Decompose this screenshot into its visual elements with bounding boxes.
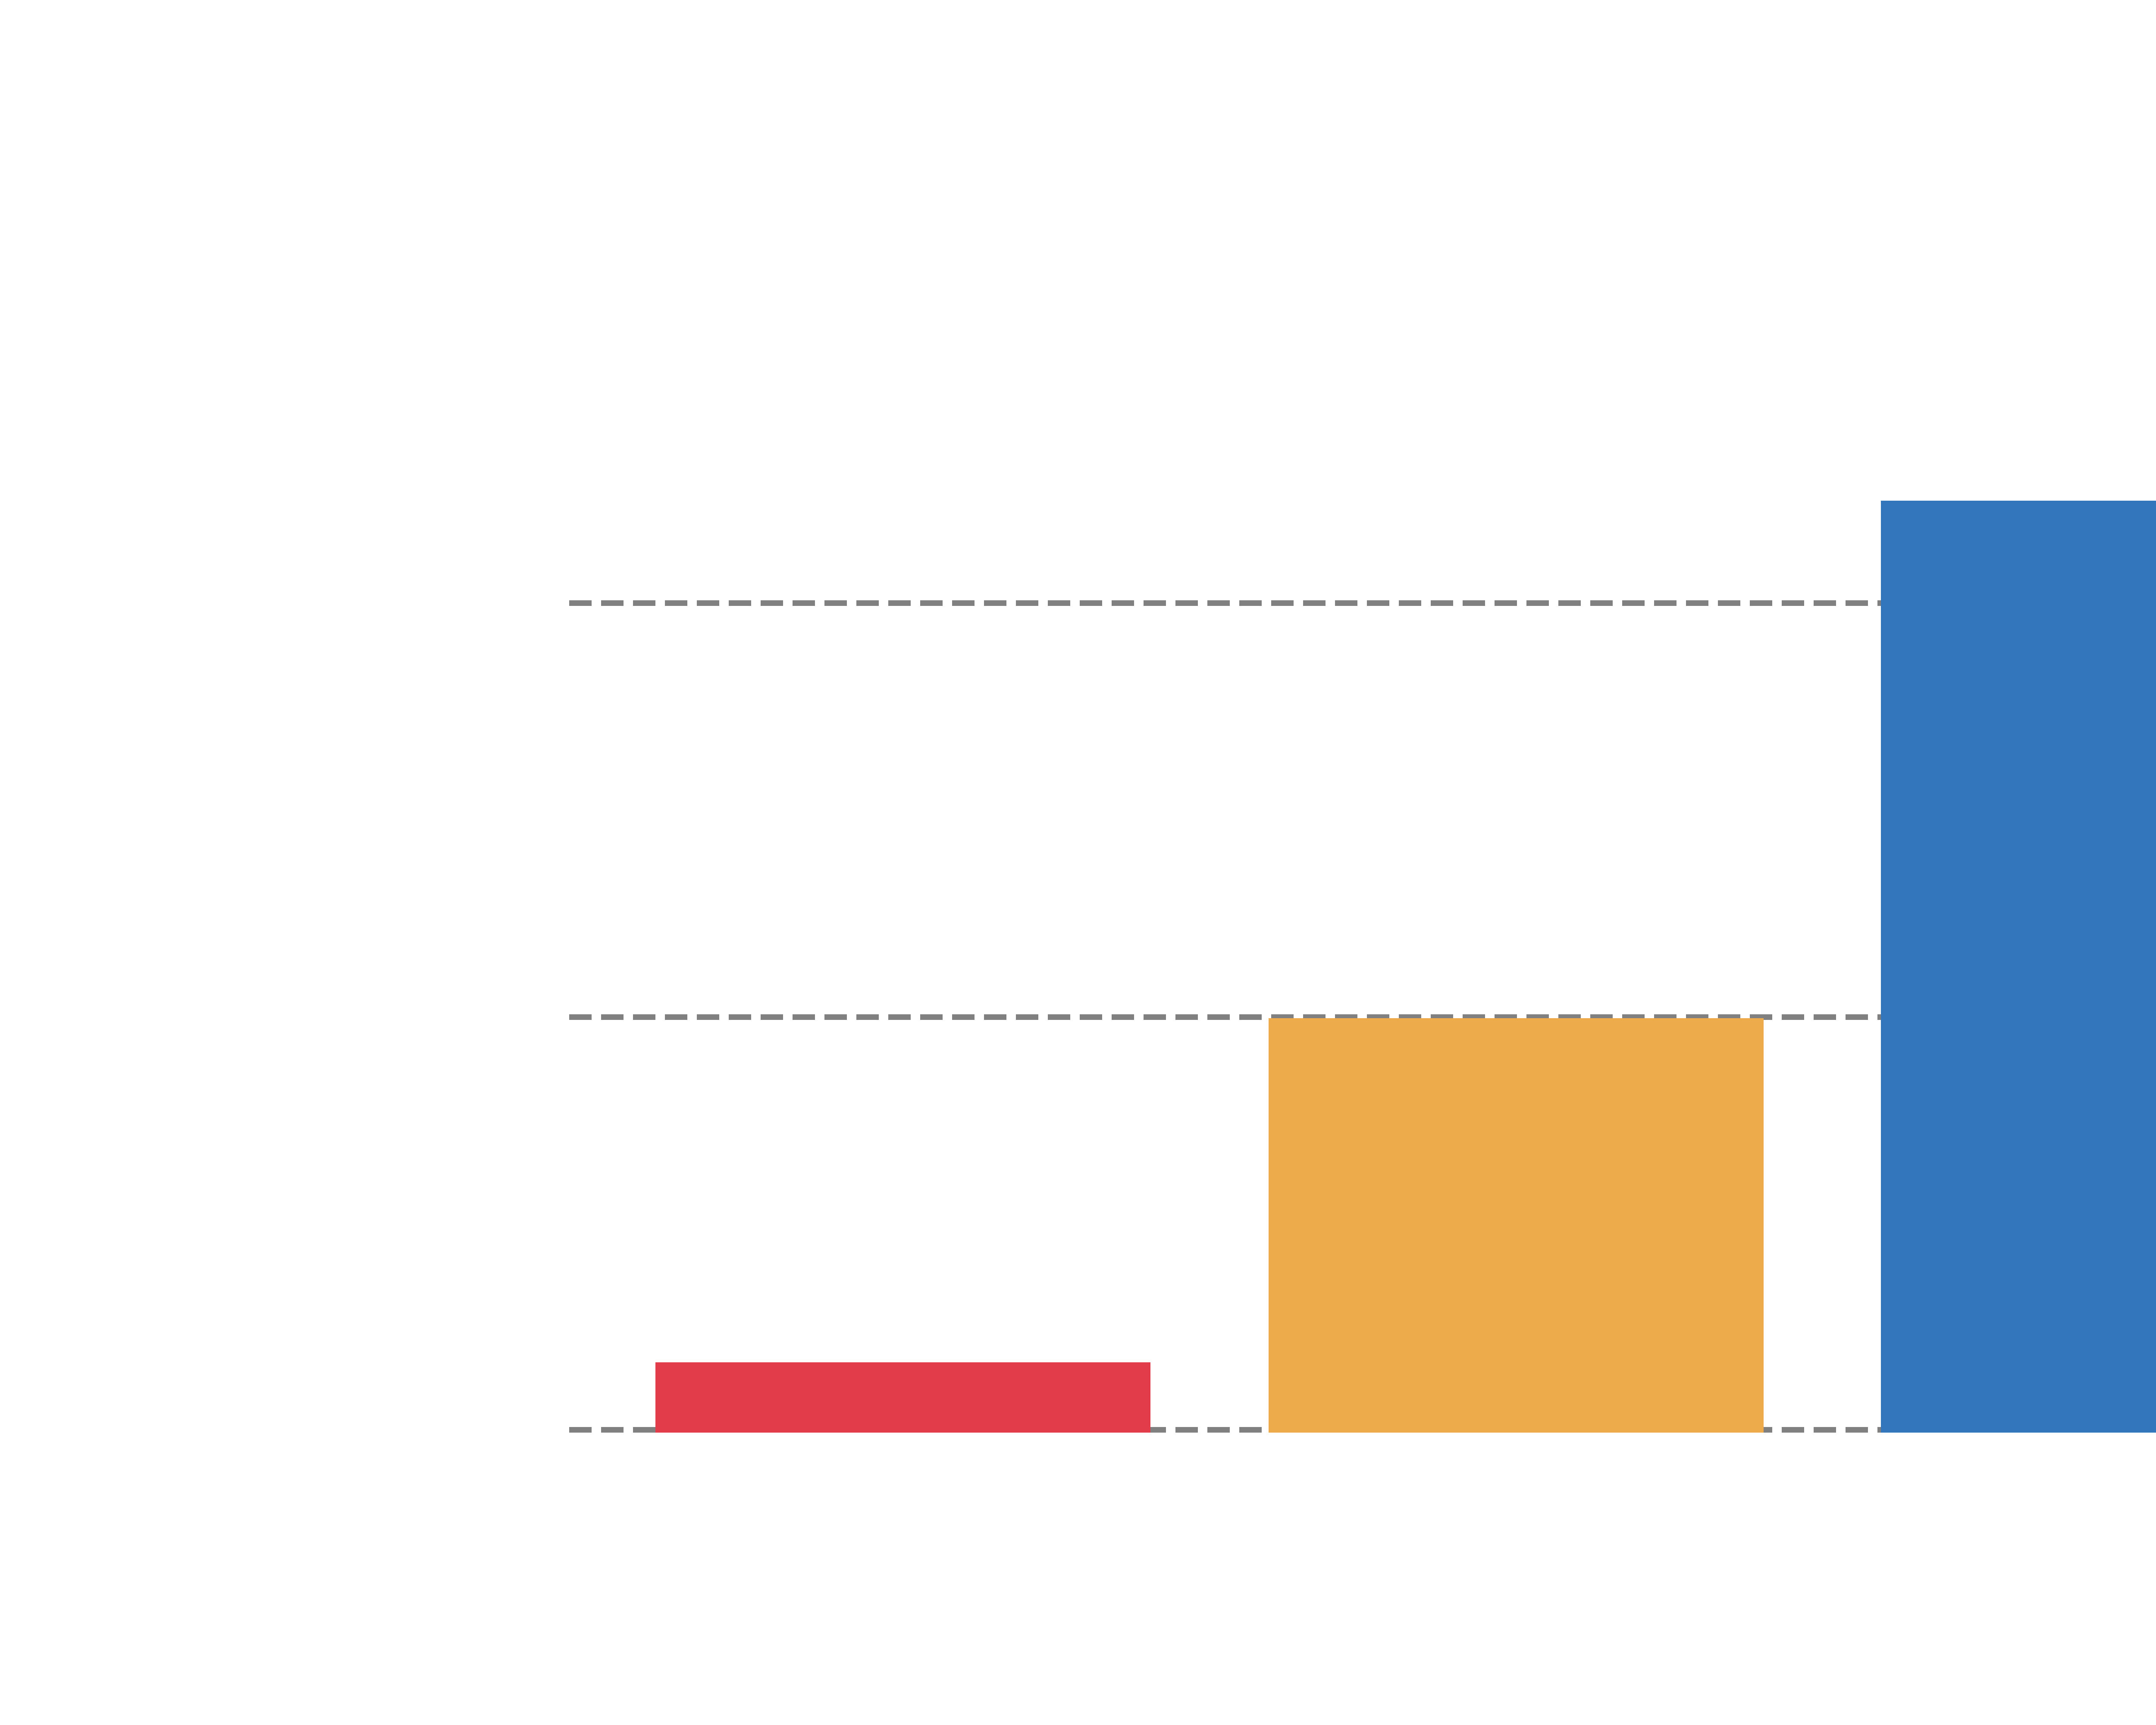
bar-red [655,1362,1150,1433]
bar-blue [1881,501,2156,1433]
gridline-dashed-top [569,600,2156,606]
bar-orange [1269,1018,1764,1433]
